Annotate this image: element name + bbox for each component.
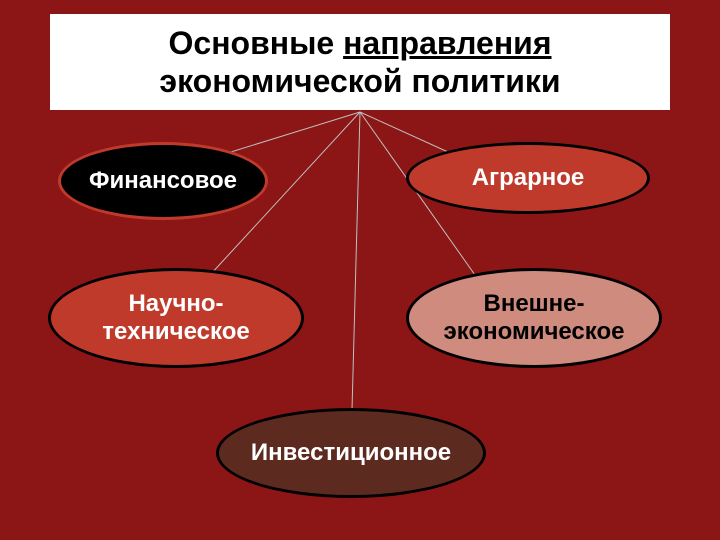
diagram-title: Основные направления экономической полит… xyxy=(50,14,670,110)
node-scitech: Научно-техническое xyxy=(48,268,304,368)
node-label: Финансовое xyxy=(89,167,237,195)
node-agrarian: Аграрное xyxy=(406,142,650,214)
node-financial: Финансовое xyxy=(58,142,268,220)
node-label: Научно-техническое xyxy=(61,290,291,345)
node-label: Внешне-экономическое xyxy=(419,290,649,345)
node-investment: Инвестиционное xyxy=(216,408,486,498)
node-label: Аграрное xyxy=(472,164,585,192)
node-label: Инвестиционное xyxy=(251,439,451,467)
diagram-title-text: Основные направления экономической полит… xyxy=(70,24,650,101)
node-foreign-econ: Внешне-экономическое xyxy=(406,268,662,368)
